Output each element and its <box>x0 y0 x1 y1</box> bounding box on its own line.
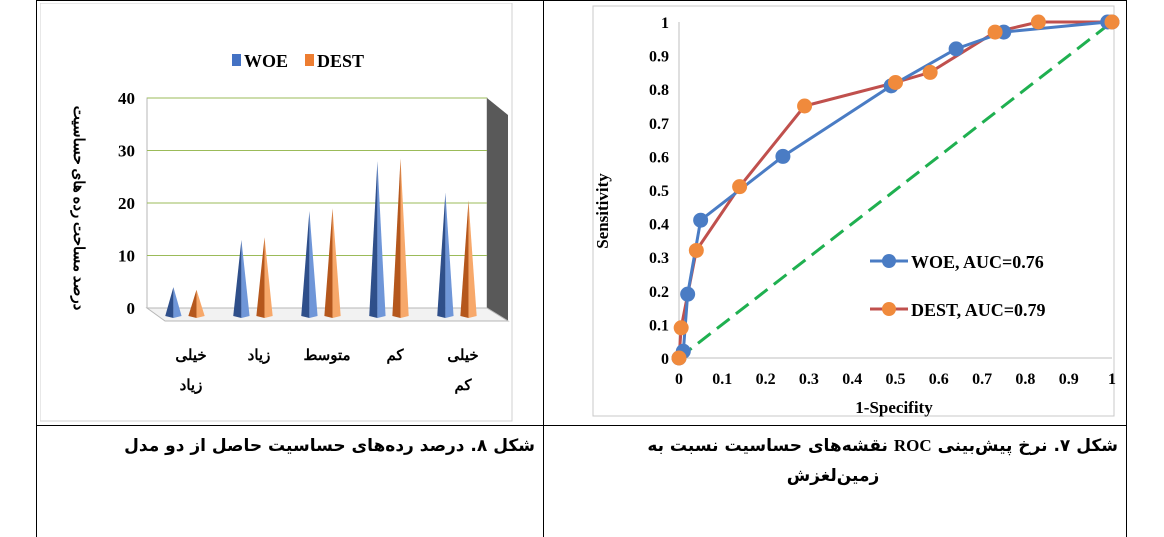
bar-dest <box>196 289 205 318</box>
y-tick-label: 0.2 <box>649 284 669 301</box>
x-tick-label: 0.7 <box>972 371 992 388</box>
x-tick-label: زیاد <box>180 378 203 394</box>
bar-woe-shadow <box>437 192 446 318</box>
bar-woe-shadow <box>165 287 174 318</box>
x-tick-label: 0 <box>675 371 683 388</box>
y-tick-label: 40 <box>118 89 135 108</box>
roc-y-axis-label: Sensitivity <box>593 173 612 249</box>
data-point-dest <box>1030 14 1046 30</box>
reference-diagonal-line <box>678 20 1113 360</box>
bar-woe-shadow <box>301 211 310 318</box>
data-point-dest <box>671 350 687 366</box>
bar-woe <box>445 192 454 318</box>
x-tick-label: 1 <box>1108 371 1116 388</box>
x-tick-label: 0.8 <box>1015 371 1035 388</box>
y-tick-label: 0.3 <box>649 250 669 267</box>
bar-woe <box>377 161 386 318</box>
data-point-woe <box>775 148 791 164</box>
x-tick-label: زیاد <box>248 348 271 364</box>
legend-label-dest: DEST <box>317 51 364 71</box>
bar-dest-shadow <box>460 200 469 318</box>
x-tick-label: 0.3 <box>799 371 819 388</box>
bar-dest-shadow <box>324 208 333 318</box>
y-tick-label: 30 <box>118 142 135 161</box>
bar-dest-shadow <box>256 237 265 318</box>
data-point-dest <box>987 24 1003 40</box>
bar-woe <box>173 287 182 318</box>
legend-marker-woe <box>882 254 896 268</box>
y-tick-label: 0.7 <box>649 116 669 133</box>
bar-dest <box>264 237 273 318</box>
figure-7-caption: شکل ۷. نرخ پیش‌بینی ROC نقشه‌های حساسیت … <box>548 431 1118 491</box>
caption-roc: ROC <box>893 436 932 455</box>
table-row-divider <box>36 425 1127 426</box>
y-tick-label: 20 <box>118 194 135 213</box>
x-tick-label: 0.6 <box>929 371 949 388</box>
x-tick-label: 0.5 <box>886 371 906 388</box>
right-roc-chart: 0 0.1 0.2 0.3 0.4 0.5 0.6 0.7 0.8 0.9 1 0 0.1 0.2 0.3 0… <box>592 5 1120 417</box>
y-tick-label: 0.8 <box>649 82 669 99</box>
y-tick-label: 0.6 <box>649 149 669 166</box>
caption-text-start: شکل ۷. نرخ پیش‌بینی <box>937 436 1118 456</box>
roc-legend: WOE, AUC=0.76 DEST, AUC=0.79 <box>870 252 1045 320</box>
x-tick-label: 0.2 <box>756 371 776 388</box>
x-tick-label: متوسط <box>303 348 350 364</box>
data-point-woe <box>948 41 964 57</box>
left-bar-chart: WOE DEST 0 10 20 30 40 خیلی زیاد زیاد متوسط کم خی… <box>40 3 513 422</box>
data-point-dest <box>688 242 704 258</box>
table-border-middle <box>543 0 544 537</box>
y-tick-label: 0.5 <box>649 183 669 200</box>
x-tick-label: 0.4 <box>842 371 862 388</box>
data-point-dest <box>732 179 748 195</box>
roc-chart-frame <box>592 5 1115 417</box>
bar-woe-shadow <box>233 239 242 318</box>
roc-x-axis-label: 1-Specifity <box>855 398 933 417</box>
bar-woe <box>309 211 318 318</box>
data-point-dest <box>797 98 813 114</box>
figure-8-caption: شکل ۸. درصد رده‌های حساسیت حاصل از دو مد… <box>124 436 535 456</box>
legend-swatch-dest <box>305 54 314 66</box>
bar-dest <box>400 158 409 318</box>
bar-woe-shadow <box>369 161 378 318</box>
bar-dest-shadow <box>188 289 197 318</box>
bar-dest <box>468 200 477 318</box>
left-y-axis-label: درصد مساحت رده های حساسیت <box>70 106 86 311</box>
y-tick-label: 0.1 <box>649 317 669 334</box>
chart-side-wall <box>487 98 508 321</box>
x-tick-label: خیلی <box>175 348 206 364</box>
x-tick-label: کم <box>386 348 404 364</box>
caption-text-end: نقشه‌های حساسیت نسبت به <box>647 436 888 456</box>
x-tick-label: 0.1 <box>712 371 732 388</box>
y-tick-label: 0.9 <box>649 49 669 66</box>
legend-marker-dest <box>882 302 896 316</box>
y-tick-label: 0 <box>661 351 669 368</box>
table-border-top <box>36 0 1127 1</box>
y-tick-label: 0.4 <box>649 217 669 234</box>
y-tick-label: 10 <box>118 247 135 266</box>
data-point-dest <box>888 74 903 90</box>
legend-label-dest-auc: DEST, AUC=0.79 <box>911 300 1045 320</box>
data-point-dest <box>673 320 689 336</box>
data-point-dest <box>922 64 938 80</box>
legend-label-woe: WOE <box>244 51 288 71</box>
bar-dest <box>332 208 341 318</box>
data-point-woe <box>693 212 709 228</box>
x-tick-label: 0.9 <box>1059 371 1079 388</box>
data-point-woe <box>680 286 696 302</box>
x-tick-label: خیلی <box>447 348 478 364</box>
legend-swatch-woe <box>232 54 241 66</box>
left-legend: WOE DEST <box>232 51 364 71</box>
legend-label-woe-auc: WOE, AUC=0.76 <box>911 252 1044 272</box>
bar-dest-shadow <box>392 158 401 318</box>
y-tick-label: 1 <box>661 15 669 32</box>
data-point-dest <box>1104 14 1120 30</box>
table-border-left <box>36 0 37 537</box>
table-border-right <box>1126 0 1127 537</box>
caption-line-2: زمین‌لغزش <box>786 466 880 486</box>
bar-woe <box>241 239 250 318</box>
x-tick-label: کم <box>454 378 472 394</box>
y-tick-label: 0 <box>127 299 136 318</box>
